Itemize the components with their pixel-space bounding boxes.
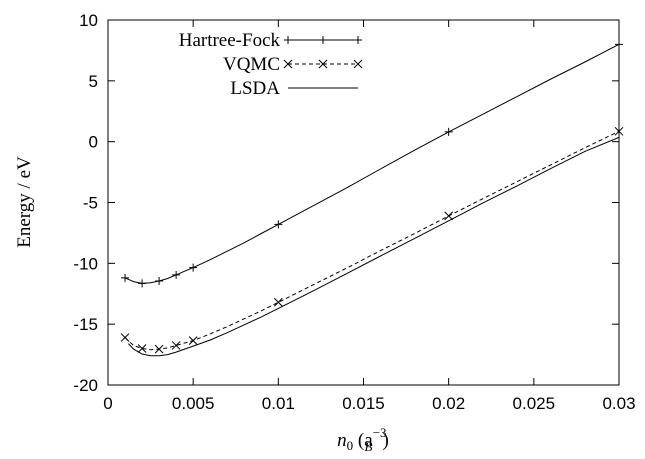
x-axis-title: n0 (a−3 B) (337, 425, 389, 454)
x-tick-label: 0.005 (172, 394, 215, 413)
data-point-hartree-fock (444, 127, 453, 136)
data-point-hartree-fock (138, 279, 147, 288)
legend-marker-vqmc (283, 59, 293, 69)
data-point-hartree-fock (615, 40, 623, 49)
legend: Hartree-Fock VQMC LSDA (179, 30, 363, 99)
y-tick-label: -20 (73, 376, 98, 395)
x-axis-title-units-sub: B (365, 439, 373, 454)
data-point-hartree-fock (172, 270, 181, 279)
data-point-vqmc (137, 344, 147, 353)
y-tick-label: 5 (89, 72, 98, 91)
y-tick-label: -15 (73, 315, 98, 334)
data-point-vqmc (273, 297, 283, 307)
legend-entry-lsda: LSDA (230, 78, 358, 99)
x-tick-label: 0.03 (602, 394, 635, 413)
data-point-vqmc (171, 341, 181, 350)
legend-marker-hartree-fock (284, 36, 292, 44)
data-point-vqmc (154, 344, 164, 354)
legend-entry-vqmc: VQMC (223, 54, 363, 75)
x-axis-title-base-sub: 0 (347, 438, 354, 453)
x-tick-label: 0 (103, 394, 112, 413)
y-tick-label: -5 (83, 194, 98, 213)
series-line-hartree-fock (124, 43, 620, 284)
x-tick-label: 0.02 (432, 394, 465, 413)
series-layer (120, 40, 624, 357)
y-axis-title: Energy / eV (14, 156, 35, 248)
x-tick-label: 0.025 (513, 394, 556, 413)
data-point-hartree-fock (155, 276, 164, 285)
data-point-vqmc (120, 333, 130, 342)
x-axis-title-units-open: (a (353, 430, 373, 451)
y-tick-label: -10 (73, 254, 98, 273)
legend-label-vqmc: VQMC (223, 54, 280, 75)
y-tick-label: 10 (79, 11, 98, 30)
x-tick-label: 0.015 (342, 394, 385, 413)
data-point-hartree-fock (274, 220, 283, 229)
data-point-hartree-fock (121, 273, 130, 282)
series-lsda (128, 136, 620, 357)
legend-marker-hartree-fock (354, 36, 362, 44)
series-vqmc (120, 126, 624, 354)
x-axis-title-units-sup: −3 (373, 425, 387, 440)
series-line-lsda (128, 136, 620, 357)
legend-marker-hartree-fock (319, 36, 327, 44)
x-tick-label: 0.01 (262, 394, 295, 413)
data-point-vqmc (188, 336, 198, 345)
data-point-vqmc (614, 126, 624, 136)
data-point-hartree-fock (189, 263, 198, 272)
data-point-vqmc (444, 211, 454, 221)
legend-marker-vqmc (318, 59, 328, 69)
x-axis-title-base: n (337, 430, 347, 451)
y-tick-label: 0 (89, 133, 98, 152)
legend-entry-hartree-fock: Hartree-Fock (179, 30, 362, 51)
legend-label-hartree-fock: Hartree-Fock (179, 30, 281, 51)
series-line-vqmc (124, 130, 620, 351)
legend-label-lsda: LSDA (230, 78, 280, 99)
legend-marker-vqmc (353, 59, 363, 69)
axis-tick-labels: 0 0.005 0.01 0.015 0.02 0.025 0.03 -20 -15 -10 -5 0… (73, 11, 635, 413)
series-hartree-fock (121, 40, 623, 288)
x-axis-title-units-close: ) (382, 430, 388, 451)
axis-ticks (107, 19, 620, 386)
plot-frame (107, 19, 620, 386)
